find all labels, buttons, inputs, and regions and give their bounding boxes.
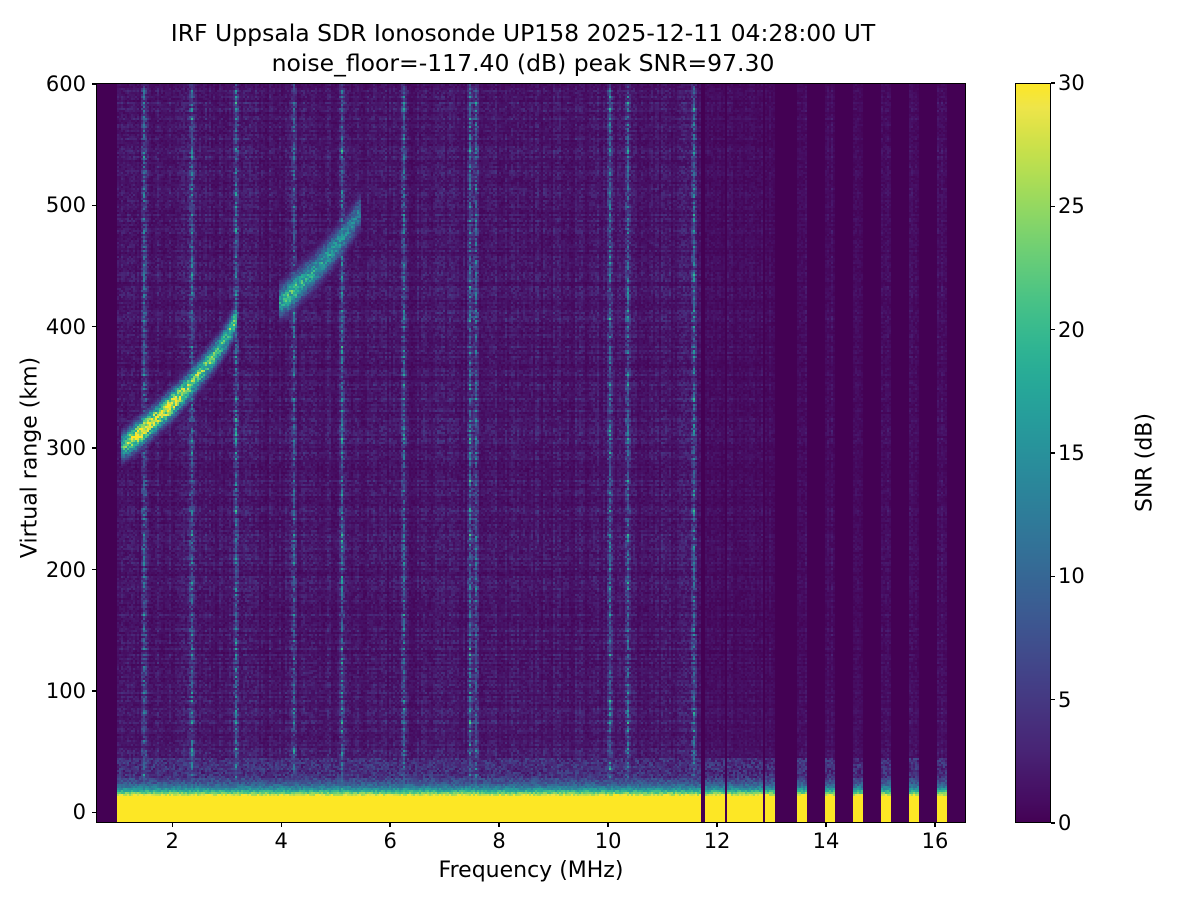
y-tick [92,204,96,207]
y-tick [92,690,96,692]
x-tick-label: 14 [812,829,840,853]
x-tick [934,823,936,827]
colorbar-tick-label: 25 [1058,194,1085,219]
x-tick [825,823,827,827]
x-tick-label: 2 [165,829,179,853]
colorbar-tick-label: 20 [1058,317,1085,342]
colorbar [1015,83,1051,823]
colorbar-tick [1051,82,1055,84]
x-tick [716,823,718,827]
title-line-1: IRF Uppsala SDR Ionosonde UP158 2025-12-… [170,19,876,47]
x-tick [171,823,173,827]
x-tick-label: 4 [274,829,288,853]
colorbar-tick-label: 30 [1058,71,1085,95]
x-tick [280,823,282,827]
ionogram-heatmap-canvas [97,84,965,822]
y-tick-label: 100 [45,678,86,703]
y-tick-label: 400 [45,314,86,339]
colorbar-tick [1051,452,1055,454]
colorbar-tick-label: 0 [1058,811,1072,835]
y-tick [92,811,96,813]
x-tick-label: 6 [383,829,397,853]
colorbar-tick-label: 15 [1058,441,1085,465]
colorbar-tick-label: 10 [1058,564,1085,589]
x-axis-label: Frequency (MHz) [438,858,624,883]
x-tick [607,823,609,827]
colorbar-tick-label: 5 [1058,687,1072,712]
colorbar-tick [1051,329,1055,331]
y-tick [92,83,96,85]
colorbar-tick [1051,575,1055,577]
title-line-2: noise_floor=-117.40 (dB) peak SNR=97.30 [271,49,775,77]
colorbar-tick [1051,699,1055,701]
y-tick-label: 500 [45,193,86,218]
y-tick-label: 300 [45,436,86,461]
x-tick-label: 12 [703,829,731,853]
x-tick-label: 16 [921,829,949,853]
y-tick [92,326,96,328]
x-tick [389,823,391,827]
y-tick-label: 600 [45,72,86,96]
y-tick [92,447,96,449]
x-tick-label: 10 [594,829,622,853]
ionogram-plot-area [97,84,965,822]
colorbar-tick [1051,822,1055,824]
x-tick-label: 8 [492,829,506,853]
y-tick-label: 0 [72,800,86,825]
x-tick [498,823,500,827]
colorbar-label: SNR (dB) [1132,413,1158,512]
y-tick-label: 200 [45,557,86,582]
y-axis-label: Virtual range (km) [17,356,43,559]
y-tick [92,568,96,571]
colorbar-tick [1051,205,1055,207]
figure-title: IRF Uppsala SDR Ionosonde UP158 2025-12-… [0,18,1046,78]
